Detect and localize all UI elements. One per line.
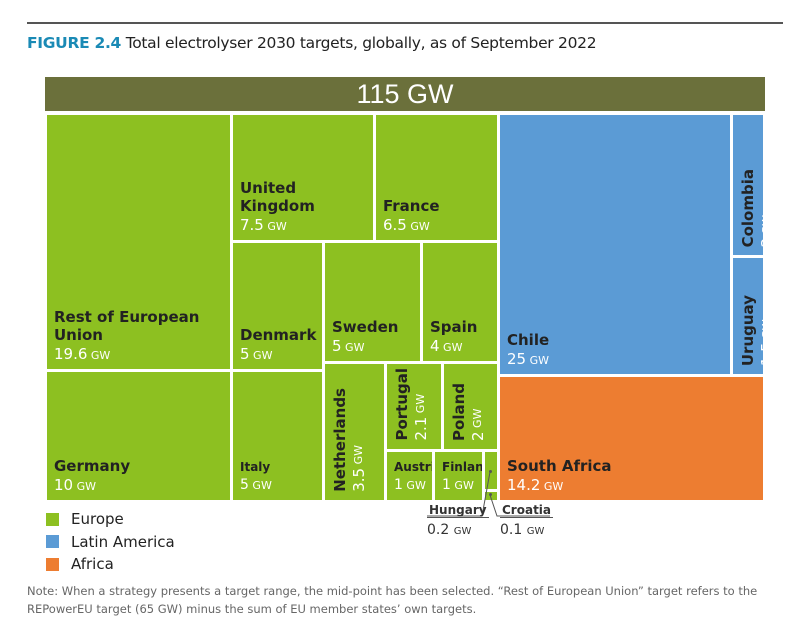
cell-name: France [383,196,440,215]
note: Note: When a strategy presents a target … [27,584,758,616]
croatia-leader-line [489,494,550,517]
legend-label: Latin America [71,532,175,551]
hungary-label: Hungary [427,503,489,518]
cell-name: Austria [394,459,432,474]
unit: GW [526,526,545,537]
legend-item-africa: Africa [46,553,175,576]
legend-swatch [46,512,59,526]
figure-number: FIGURE 2.4 [27,34,122,52]
treemap-cell-croatia [485,492,497,500]
legend-label: Europe [71,510,124,529]
cell-unit: GW [341,340,365,354]
cell-value: 4 [430,336,440,355]
unit: GW [453,526,472,537]
cell-label: Sweden 5 GW [332,318,398,355]
treemap-cell-finland: Finland 1 GW [435,452,482,500]
treemap-cell-netherlands: Netherlands 3.5 GW [325,364,384,500]
treemap-cell-chile: Chile 25 GW [500,115,730,374]
treemap-cell-denmark: Denmark 5 GW [233,243,322,369]
figure-title: FIGURE 2.4 Total electrolyser 2030 targe… [27,34,597,52]
treemap-cell-portugal: Portugal 2.1 GW [387,364,441,449]
treemap-cell-italy: Italy 5 GW [233,372,322,500]
cell-unit: GW [540,479,564,493]
cell-name: Italy [240,459,271,474]
cell-unit: GW [402,479,426,493]
legend-label: Africa [71,555,114,574]
cell-label: United Kingdom 7.5 GW [240,179,335,234]
croatia-callout: Croatia 0.1 GW [500,503,554,538]
treemap-cell-south-africa: South Africa 14.2 GW [500,377,763,500]
legend: Europe Latin America Africa [46,508,175,576]
treemap-cell-sweden: Sweden 5 GW [325,243,420,361]
cell-name: South Africa [507,456,612,475]
cell-value: 5 [240,477,249,494]
cell-unit: GW [249,348,273,362]
croatia-label: Croatia [500,503,554,518]
cell-value: 6.5 [383,215,407,234]
cell-label: South Africa 14.2 GW [507,457,612,494]
cell-name: Spain [430,317,478,336]
cell-label: Spain 4 GW [430,318,477,355]
cell-unit: GW [439,340,463,354]
leader-dot [489,470,492,473]
treemap-cell-united-kingdom: United Kingdom 7.5 GW [233,115,373,240]
legend-item-europe: Europe [46,508,175,531]
treemap-cell-uruguay: Uruguay 1.5 GW [733,258,763,374]
cell-value: 1 [394,477,403,494]
cell-value: 25 [507,349,527,368]
treemap-cell-germany: Germany 10 GW [47,372,230,500]
leader-dot [489,493,492,496]
cell-value: 1 [442,477,451,494]
cell-label: Austria 1 GW [394,460,432,494]
treemap-cell-spain: Spain 4 GW [423,243,497,361]
cell-name: Denmark [240,325,317,344]
treemap-cell-austria: Austria 1 GW [387,452,432,500]
cell-name: Rest of European Union [54,307,200,344]
cell-value: 7.5 [240,215,264,234]
hungary-leader-line [427,471,491,517]
figure-title-text: Total electrolyser 2030 targets, globall… [125,34,597,52]
treemap-cell-rest-of-european-union: Rest of European Union 19.6 GW [47,115,230,369]
cell-value: 14.2 [507,475,541,494]
treemap-cell-poland: Poland 2 GW [444,364,497,449]
cell-label: Germany 10 GW [54,457,130,494]
cell-unit: GW [450,479,474,493]
top-rule [27,22,783,24]
cell-label: Italy 5 GW [240,460,272,494]
cell-unit: GW [263,219,287,233]
cell-unit: GW [87,348,111,362]
treemap-cell-france: France 6.5 GW [376,115,497,240]
legend-swatch [46,535,59,549]
cell-name: United Kingdom [240,178,315,215]
cell-label: France 6.5 GW [383,197,440,234]
cell-name: Germany [54,456,131,475]
cell-label: Chile 25 GW [507,331,549,368]
treemap-cell-colombia: Colombia 2 GW [733,115,763,255]
legend-swatch [46,557,59,571]
cell-value: 10 [54,475,74,494]
cell-name: Chile [507,330,550,349]
cell-label: Rest of European Union 19.6 GW [54,308,204,363]
cell-name: Finland [442,459,482,474]
croatia-value: 0.1 [500,522,523,538]
cell-name: Sweden [332,317,399,336]
cell-value: 5 [240,344,250,363]
cell-unit: GW [73,479,96,493]
cell-value: 5 [332,336,342,355]
cell-value: 19.6 [54,344,88,363]
hungary-callout: Hungary 0.2 GW [427,503,489,538]
legend-item-latin-america: Latin America [46,531,175,554]
cell-label: Finland 1 GW [442,460,482,494]
total-bar: 115 GW [45,77,765,111]
cell-label: Denmark 5 GW [240,326,316,363]
treemap-cell-hungary [485,452,497,489]
cell-unit: GW [406,219,430,233]
hungary-value: 0.2 [427,522,450,538]
cell-unit: GW [526,353,549,367]
cell-unit: GW [248,479,272,493]
